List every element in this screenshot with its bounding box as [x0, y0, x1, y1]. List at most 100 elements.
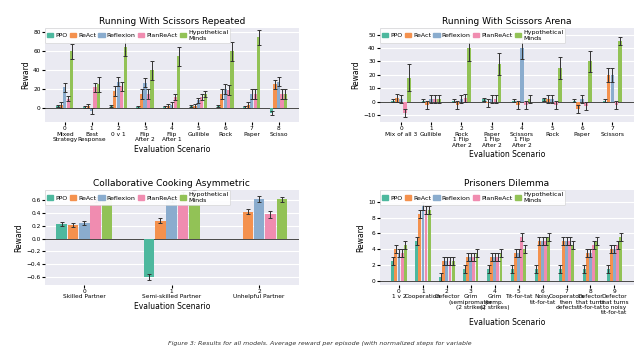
Bar	[397, 253, 401, 281]
Bar	[547, 99, 550, 102]
Bar	[250, 94, 253, 108]
Bar	[90, 199, 101, 239]
Bar	[415, 241, 418, 281]
Bar	[541, 241, 544, 281]
Bar	[86, 106, 90, 108]
Bar	[544, 241, 547, 281]
Bar	[150, 70, 154, 108]
Bar	[83, 107, 86, 108]
Bar	[620, 237, 622, 281]
Bar	[220, 94, 223, 108]
Legend: PPO, ReAct, Reflexion, PlanReAct, Hypothetical
Minds: PPO, ReAct, Reflexion, PlanReAct, Hypoth…	[45, 190, 230, 205]
Bar	[490, 99, 493, 102]
Legend: PPO, ReAct, Reflexion, PlanReAct, Hypothetical
Minds: PPO, ReAct, Reflexion, PlanReAct, Hypoth…	[380, 28, 565, 43]
Bar	[618, 41, 622, 102]
Bar	[616, 245, 619, 281]
Bar	[613, 249, 616, 281]
Bar	[247, 105, 250, 108]
Bar	[419, 214, 421, 281]
Bar	[520, 237, 524, 281]
Bar	[460, 99, 463, 102]
Bar	[500, 253, 502, 281]
Bar	[456, 102, 460, 105]
Title: Collaborative Cooking Asymmetric: Collaborative Cooking Asymmetric	[93, 179, 250, 188]
Bar	[580, 99, 584, 102]
Bar	[200, 97, 204, 108]
Bar	[147, 94, 150, 108]
Bar	[498, 64, 501, 102]
Bar	[60, 105, 63, 108]
Bar	[595, 241, 598, 281]
Bar	[63, 87, 67, 108]
Bar	[399, 99, 403, 102]
Bar	[603, 101, 606, 102]
Bar	[190, 106, 193, 108]
Bar	[439, 277, 442, 281]
Bar	[155, 221, 166, 239]
Bar	[166, 106, 170, 108]
Bar	[197, 100, 200, 108]
Bar	[538, 241, 541, 281]
Bar	[422, 206, 424, 281]
Bar	[559, 269, 562, 281]
Y-axis label: Reward: Reward	[351, 61, 360, 89]
Bar	[102, 197, 112, 239]
Bar	[243, 107, 246, 108]
Bar	[429, 99, 433, 102]
Bar	[407, 78, 411, 102]
Bar	[177, 56, 180, 108]
Bar	[56, 224, 67, 239]
Bar	[588, 61, 592, 102]
Bar	[403, 102, 407, 113]
Bar	[614, 102, 618, 105]
Bar	[463, 269, 466, 281]
Bar	[486, 102, 490, 103]
X-axis label: Evaluation Scenario: Evaluation Scenario	[134, 302, 210, 311]
Bar	[422, 101, 425, 102]
Bar	[467, 48, 471, 102]
Bar	[583, 269, 586, 281]
Bar	[490, 257, 493, 281]
Bar	[109, 106, 113, 108]
Bar	[550, 99, 554, 102]
X-axis label: Evaluation Scenario: Evaluation Scenario	[468, 150, 545, 159]
Y-axis label: Reward: Reward	[15, 223, 24, 252]
Bar	[280, 94, 284, 108]
Bar	[467, 257, 469, 281]
Bar	[257, 37, 260, 108]
Bar	[558, 68, 562, 102]
Bar	[463, 98, 467, 102]
Bar	[542, 99, 546, 102]
Bar	[520, 48, 524, 102]
Bar	[524, 249, 526, 281]
Bar	[178, 195, 188, 239]
Bar	[401, 253, 404, 281]
Bar	[437, 99, 441, 102]
Bar	[277, 82, 280, 108]
Bar	[270, 108, 273, 113]
Text: Figure 3: Results for all models. Average reward per episode (with normalized st: Figure 3: Results for all models. Averag…	[168, 341, 472, 346]
Bar	[607, 75, 611, 102]
Bar	[93, 87, 97, 108]
Bar	[120, 86, 124, 108]
Bar	[173, 97, 177, 108]
Bar	[124, 46, 127, 108]
Bar	[70, 51, 74, 108]
Bar	[223, 89, 227, 108]
Bar	[517, 253, 520, 281]
Bar	[97, 84, 100, 108]
Bar	[514, 253, 517, 281]
Bar	[254, 199, 264, 239]
Bar	[56, 106, 60, 108]
Bar	[452, 101, 455, 102]
Bar	[592, 245, 595, 281]
Bar	[426, 102, 429, 105]
Bar	[611, 75, 614, 102]
Bar	[396, 98, 399, 102]
Bar	[68, 225, 78, 239]
Bar	[449, 261, 451, 281]
Bar	[428, 210, 431, 281]
Bar	[253, 94, 257, 108]
Bar	[136, 107, 140, 108]
Bar	[584, 102, 588, 106]
